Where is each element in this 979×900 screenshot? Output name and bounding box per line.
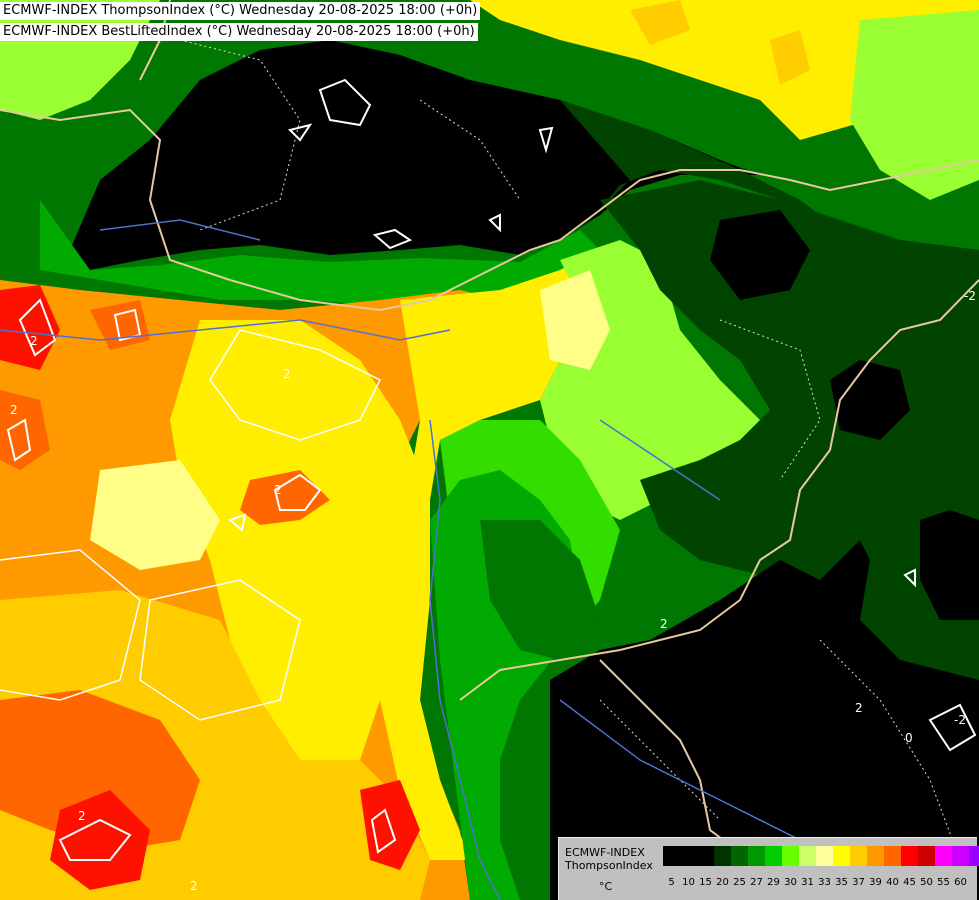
region-northeast-orange — [770, 30, 810, 85]
legend-swatch — [884, 846, 901, 866]
contour-label: 2 — [10, 403, 18, 417]
contour-label: -2 — [964, 289, 976, 303]
legend-swatch — [969, 846, 979, 866]
legend-tick-label: 31 — [801, 877, 814, 888]
region-north-orange — [630, 0, 690, 45]
legend-swatch — [697, 846, 714, 866]
legend-swatch — [799, 846, 816, 866]
legend: ECMWF-INDEX ThompsonIndex °C 5 10 15 20 25 27… — [558, 837, 979, 900]
legend-title: ECMWF-INDEX ThompsonIndex — [565, 846, 653, 872]
legend-swatch — [867, 846, 884, 866]
legend-tick-label: 5 — [668, 877, 675, 888]
legend-tick-label: 35 — [835, 877, 848, 888]
region-center-yellow — [170, 320, 420, 760]
legend-tick-label: 25 — [733, 877, 746, 888]
legend-swatch — [935, 846, 952, 866]
legend-unit: °C — [599, 880, 613, 893]
legend-swatch — [680, 846, 697, 866]
legend-swatch — [714, 846, 731, 866]
legend-swatch — [765, 846, 782, 866]
legend-tick-label: 10 — [682, 877, 695, 888]
legend-swatch — [850, 846, 867, 866]
region-northeast-lime — [850, 10, 979, 200]
map-title-lifted: ECMWF-INDEX BestLiftedIndex (°C) Wednesd… — [0, 23, 478, 41]
map-title-thompson: ECMWF-INDEX ThompsonIndex (°C) Wednesday… — [0, 2, 481, 20]
legend-tick-label: 20 — [716, 877, 729, 888]
region-southeast-black-2 — [920, 510, 979, 620]
contour-label: 2 — [190, 879, 198, 893]
contour-label: 2 — [78, 809, 86, 823]
region-east-black-2 — [710, 210, 810, 300]
legend-tick-label: 55 — [937, 877, 950, 888]
legend-swatch — [833, 846, 850, 866]
region-west-red — [0, 285, 60, 370]
legend-tick-label: 60 — [954, 877, 967, 888]
contour-label: 2 — [30, 334, 38, 348]
legend-swatches — [663, 846, 979, 866]
contour-lines-thin — [179, 39, 961, 861]
rivers — [0, 219, 881, 900]
legend-tick-label: 45 — [903, 877, 916, 888]
region-north-yellow — [0, 0, 979, 140]
contour-label: 2 — [660, 617, 668, 631]
legend-swatch — [816, 846, 833, 866]
legend-swatch — [952, 846, 969, 866]
contour-label: 2 — [283, 367, 291, 381]
legend-tick-label: 37 — [852, 877, 865, 888]
legend-tick-label: 50 — [920, 877, 933, 888]
legend-swatch — [731, 846, 748, 866]
region-east-light-yellow — [540, 270, 610, 370]
country-borders — [0, 0, 979, 861]
legend-tick-label: 40 — [886, 877, 899, 888]
region-southeast-black — [550, 540, 979, 900]
legend-swatch — [663, 846, 680, 866]
legend-tick-label: 30 — [784, 877, 797, 888]
contour-label: -2 — [954, 713, 966, 727]
region-center-light-yellow — [90, 460, 220, 570]
region-southwest-dark-orange — [0, 690, 200, 850]
region-south-red — [50, 790, 150, 890]
contour-label-group: 2 2 2 2 2 2 2 2 0 -2 -2 — [10, 289, 976, 893]
legend-title-line1: ECMWF-INDEX — [565, 846, 645, 859]
legend-tick-label: 15 — [699, 877, 712, 888]
legend-tick-label: 39 — [869, 877, 882, 888]
legend-title-line2: ThompsonIndex — [565, 859, 653, 872]
legend-swatch — [918, 846, 935, 866]
region-center-red — [240, 470, 330, 525]
region-east-green — [480, 520, 600, 660]
region-green-belt — [40, 200, 610, 305]
contour-lines — [0, 78, 977, 861]
legend-tick-label: 27 — [750, 877, 763, 888]
legend-tick-label: 29 — [767, 877, 780, 888]
region-east-yellow-strip — [380, 250, 610, 860]
region-north-black — [70, 40, 760, 270]
legend-swatch — [782, 846, 799, 866]
legend-swatch — [901, 846, 918, 866]
region-east-black-1 — [830, 360, 910, 440]
legend-tick-label: 33 — [818, 877, 831, 888]
region-east-dark-green — [600, 180, 979, 690]
contour-label: 2 — [855, 701, 863, 715]
legend-swatch — [748, 846, 765, 866]
contour-label: 0 — [905, 731, 913, 745]
contour-label: 2 — [274, 483, 282, 497]
legend-ticks: 5 10 15 20 25 27 29 30 31 33 35 37 39 40 45 50 55 60 — [663, 876, 969, 890]
